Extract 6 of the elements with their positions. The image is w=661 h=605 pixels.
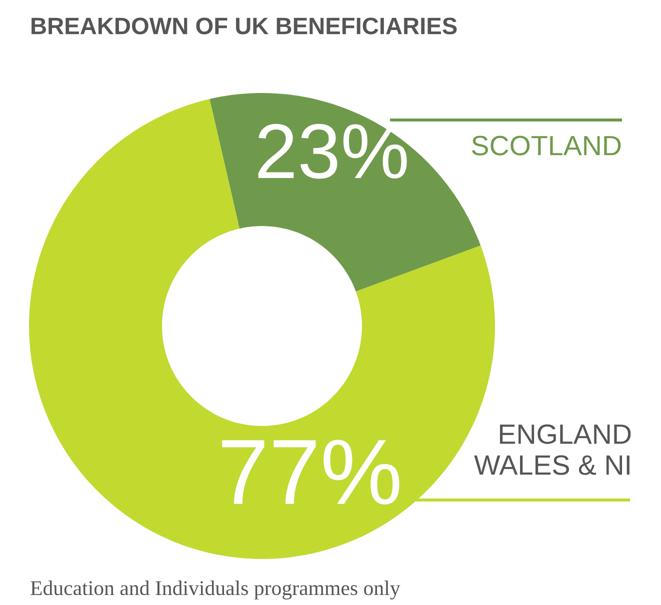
- data-label: 77%: [222, 440, 400, 504]
- slice-label: ENGLAND WALES & NI: [474, 424, 631, 475]
- data-label: 23%: [258, 124, 407, 179]
- text: Education and Individuals programmes only: [30, 580, 400, 600]
- chart-title: BREAKDOWN OF UK BENEFICIARIES: [32, 18, 457, 34]
- slice-label: SCOTLAND: [472, 136, 621, 156]
